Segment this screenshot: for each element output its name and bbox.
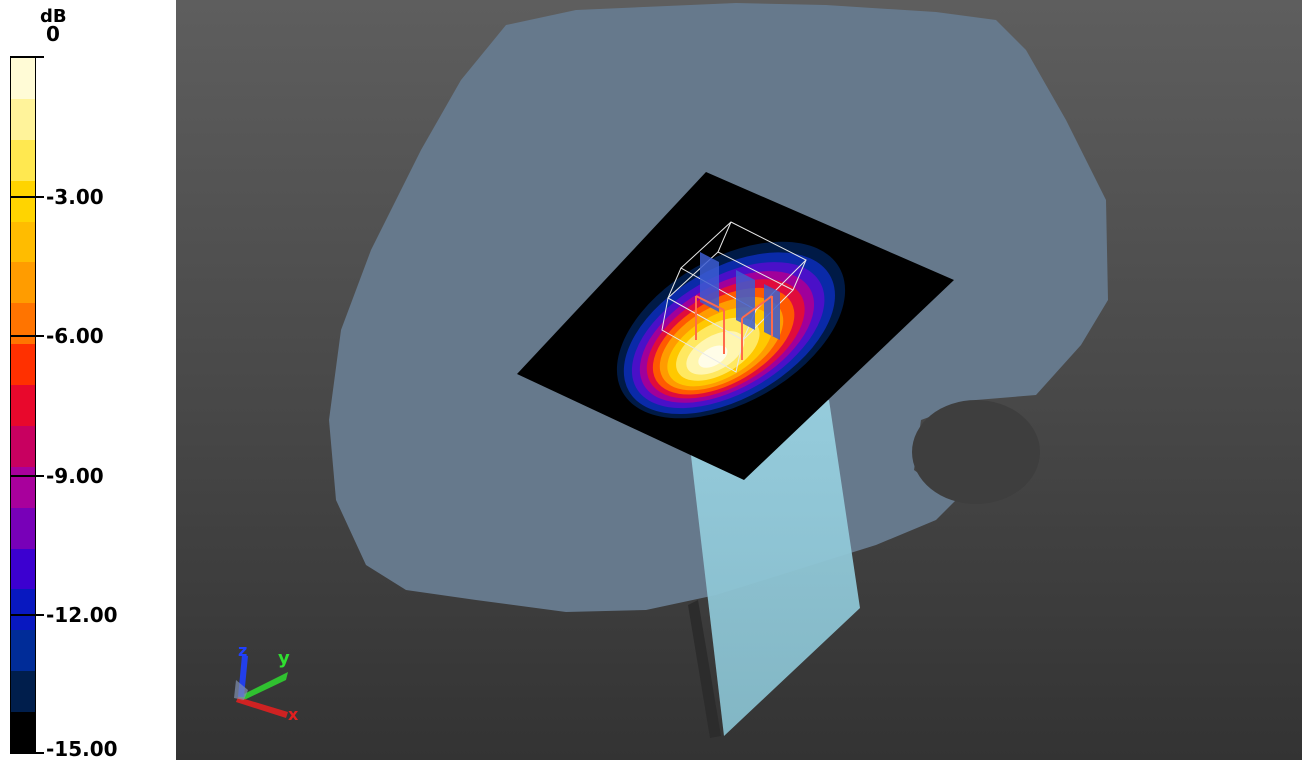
axis-x-label: x bbox=[288, 705, 299, 724]
scene-svg: z y x bbox=[234, 3, 1108, 738]
antenna-elements bbox=[695, 252, 780, 360]
axis-triad: z y x bbox=[234, 641, 299, 724]
colorbar-swatch bbox=[11, 98, 35, 141]
colorbar-swatch bbox=[11, 262, 35, 305]
legend-tick-label: -15.00 bbox=[46, 737, 118, 761]
legend-tick-mark bbox=[10, 614, 44, 616]
legend-tick-mark bbox=[10, 752, 44, 754]
colorbar-swatch bbox=[11, 589, 35, 632]
colorbar-swatch bbox=[11, 466, 35, 509]
axis-y-label: y bbox=[278, 648, 290, 669]
ear-cutout bbox=[912, 400, 1040, 504]
colorbar-swatch bbox=[11, 139, 35, 182]
legend-tick-mark bbox=[10, 475, 44, 477]
colorbar-swatch bbox=[11, 385, 35, 427]
feed-holder-plate bbox=[688, 400, 860, 736]
legend-tick-label: -6.00 bbox=[46, 324, 104, 348]
colorbar-swatch bbox=[11, 507, 35, 550]
colorbar-swatch bbox=[11, 548, 35, 591]
feed-holder-side bbox=[688, 600, 721, 738]
legend-tick-label: -3.00 bbox=[46, 185, 104, 209]
colorbar-swatch bbox=[11, 712, 35, 753]
legend-tick-mark bbox=[10, 335, 44, 337]
colorbar bbox=[10, 57, 36, 754]
colorbar-swatch bbox=[11, 630, 35, 673]
legend-tick-label: 0 bbox=[46, 22, 60, 46]
axis-z-label: z bbox=[238, 641, 247, 660]
legend-tick-mark bbox=[10, 56, 44, 58]
colorbar-swatch bbox=[11, 303, 35, 346]
legend-tick-mark bbox=[10, 196, 44, 198]
colorbar-swatch bbox=[11, 58, 35, 100]
legend-unit-label: dB bbox=[40, 6, 67, 27]
colorbar-swatch bbox=[11, 671, 35, 714]
colorbar-swatch bbox=[11, 425, 35, 468]
3d-viewport[interactable]: z y x bbox=[176, 0, 1302, 760]
color-legend: dB 0 -3.00 -6.00 -9.00 -12.00 -15.00 bbox=[0, 0, 176, 760]
legend-tick-label: -12.00 bbox=[46, 603, 118, 627]
legend-tick-label: -9.00 bbox=[46, 464, 104, 488]
colorbar-swatch bbox=[11, 344, 35, 387]
colorbar-swatch bbox=[11, 180, 35, 223]
colorbar-swatch bbox=[11, 221, 35, 264]
